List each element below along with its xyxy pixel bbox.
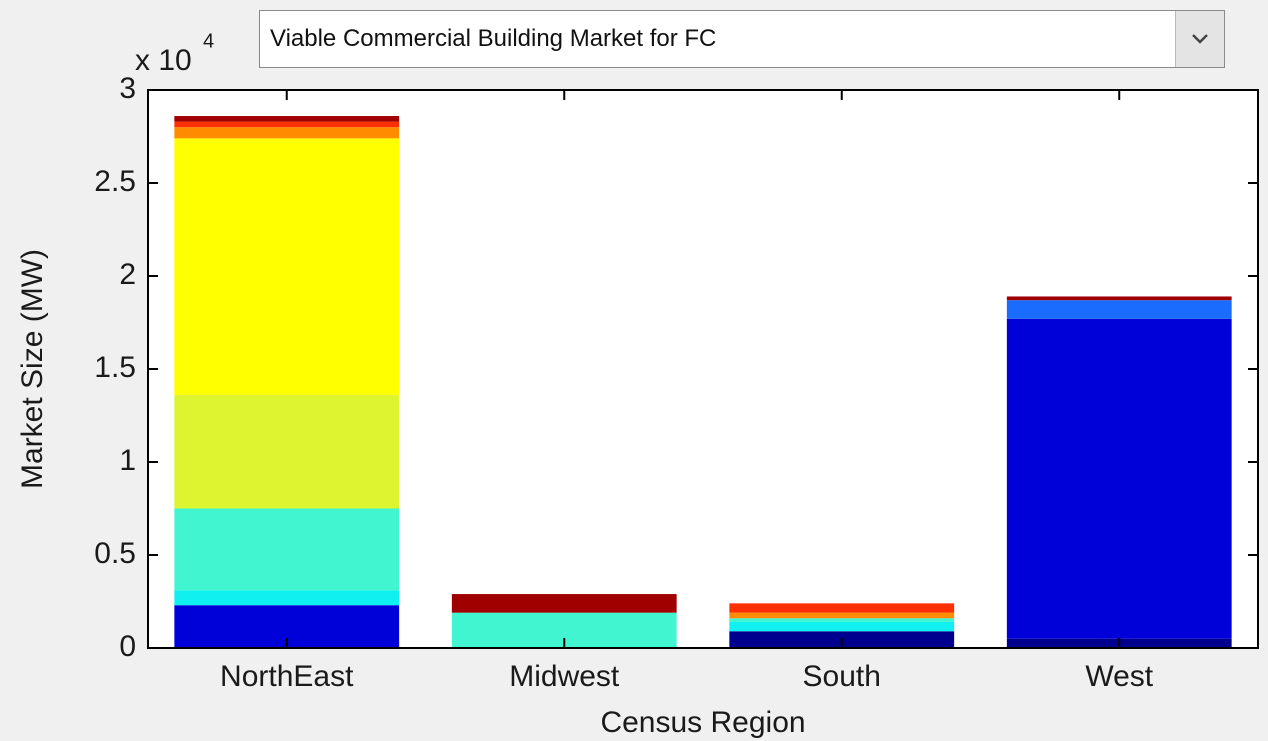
bar-segment bbox=[729, 603, 955, 613]
y-axis-label: Market Size (MW) bbox=[16, 249, 49, 489]
y-tick-label: 2 bbox=[119, 258, 136, 291]
x-tick-label: West bbox=[1085, 660, 1153, 693]
bar-segment bbox=[174, 121, 400, 128]
bar-segment bbox=[729, 621, 955, 632]
chevron bbox=[1192, 34, 1208, 44]
y-tick-label: 1.5 bbox=[94, 351, 136, 384]
y-tick-label: 1 bbox=[119, 444, 136, 477]
x-tick-label: South bbox=[803, 660, 881, 693]
dropdown[interactable]: Viable Commercial Building Market for FC bbox=[259, 10, 1225, 68]
bar-segment bbox=[174, 127, 400, 139]
bar-segment bbox=[174, 116, 400, 122]
y-tick-label: 0.5 bbox=[94, 537, 136, 570]
dropdown-button[interactable] bbox=[1175, 11, 1224, 67]
y-multiplier-exponent: 4 bbox=[203, 30, 214, 52]
x-axis-label: Census Region bbox=[600, 706, 805, 739]
bar-segment bbox=[174, 138, 400, 396]
y-tick-label: 2.5 bbox=[94, 165, 136, 198]
bar-segment bbox=[1006, 318, 1232, 639]
y-tick-label: 3 bbox=[119, 72, 136, 105]
bar-segment bbox=[451, 594, 677, 613]
bar-segment bbox=[729, 618, 955, 622]
bar-segment bbox=[174, 590, 400, 606]
x-tick-label: NorthEast bbox=[220, 660, 354, 693]
bar-segment bbox=[1006, 300, 1232, 319]
bar-segment bbox=[729, 612, 955, 619]
dropdown-text: Viable Commercial Building Market for FC bbox=[270, 25, 717, 52]
y-multiplier: x 10 bbox=[135, 44, 192, 77]
bar-segment bbox=[174, 395, 400, 509]
y-tick-label: 0 bbox=[119, 630, 136, 663]
bar-segment bbox=[1006, 296, 1232, 301]
x-tick-label: Midwest bbox=[509, 660, 620, 693]
bar-segment bbox=[174, 508, 400, 591]
